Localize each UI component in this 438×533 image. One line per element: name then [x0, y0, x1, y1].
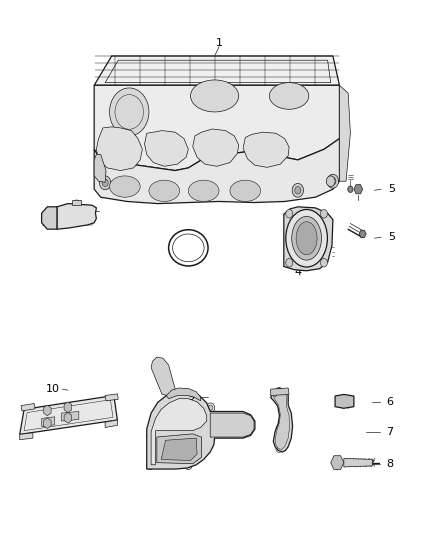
- Polygon shape: [42, 417, 55, 426]
- Text: 9: 9: [187, 392, 194, 402]
- Circle shape: [336, 398, 341, 405]
- Polygon shape: [147, 392, 255, 469]
- Circle shape: [184, 460, 192, 470]
- Text: 2: 2: [73, 206, 80, 215]
- Polygon shape: [243, 132, 289, 167]
- Polygon shape: [151, 357, 175, 395]
- Polygon shape: [339, 85, 350, 181]
- Circle shape: [321, 259, 328, 267]
- Polygon shape: [94, 155, 106, 182]
- Polygon shape: [193, 129, 239, 166]
- Circle shape: [146, 431, 154, 441]
- Circle shape: [330, 177, 336, 185]
- Circle shape: [74, 200, 79, 205]
- Ellipse shape: [191, 80, 239, 112]
- Circle shape: [99, 176, 111, 190]
- Circle shape: [321, 209, 328, 218]
- Circle shape: [146, 460, 154, 470]
- Ellipse shape: [110, 176, 140, 197]
- Polygon shape: [94, 85, 339, 171]
- Circle shape: [292, 183, 304, 197]
- Polygon shape: [145, 131, 188, 166]
- Circle shape: [244, 421, 249, 426]
- Polygon shape: [210, 413, 254, 437]
- Text: 3: 3: [185, 251, 192, 261]
- Circle shape: [348, 186, 353, 192]
- Ellipse shape: [149, 180, 180, 201]
- Circle shape: [148, 433, 152, 439]
- Ellipse shape: [110, 88, 149, 136]
- Circle shape: [327, 174, 339, 188]
- Polygon shape: [271, 388, 293, 452]
- Polygon shape: [344, 458, 372, 467]
- Ellipse shape: [188, 180, 219, 201]
- Circle shape: [295, 187, 301, 194]
- Polygon shape: [72, 200, 81, 205]
- Polygon shape: [42, 207, 57, 229]
- Polygon shape: [166, 388, 201, 401]
- Text: 8: 8: [386, 459, 393, 469]
- Circle shape: [286, 259, 293, 267]
- Text: 10: 10: [46, 384, 60, 394]
- Polygon shape: [21, 403, 35, 411]
- Ellipse shape: [169, 230, 208, 266]
- Circle shape: [286, 209, 293, 218]
- Circle shape: [186, 462, 191, 467]
- Polygon shape: [105, 394, 118, 401]
- Polygon shape: [335, 394, 354, 408]
- Polygon shape: [105, 420, 117, 427]
- Text: 4: 4: [294, 267, 301, 277]
- Text: 6: 6: [386, 398, 393, 407]
- Circle shape: [243, 419, 251, 429]
- Circle shape: [148, 462, 152, 467]
- Circle shape: [208, 405, 213, 410]
- Ellipse shape: [173, 234, 204, 262]
- Ellipse shape: [296, 222, 317, 255]
- Polygon shape: [57, 204, 96, 229]
- Polygon shape: [161, 438, 197, 461]
- Text: 5: 5: [389, 232, 396, 242]
- Polygon shape: [157, 434, 201, 464]
- Circle shape: [207, 403, 215, 413]
- Polygon shape: [20, 395, 117, 434]
- Ellipse shape: [269, 83, 309, 109]
- Polygon shape: [94, 139, 339, 204]
- Polygon shape: [94, 56, 339, 85]
- Polygon shape: [271, 388, 289, 395]
- Circle shape: [276, 445, 282, 453]
- Polygon shape: [284, 207, 333, 271]
- Text: 7: 7: [386, 427, 393, 437]
- Text: 1: 1: [215, 38, 223, 47]
- Circle shape: [326, 176, 335, 187]
- Polygon shape: [96, 127, 142, 171]
- Polygon shape: [20, 433, 33, 440]
- Circle shape: [276, 425, 282, 433]
- Circle shape: [276, 387, 282, 395]
- Polygon shape: [61, 411, 79, 421]
- Ellipse shape: [230, 180, 261, 201]
- Polygon shape: [151, 399, 207, 465]
- Ellipse shape: [292, 216, 321, 260]
- Ellipse shape: [286, 209, 327, 267]
- Circle shape: [102, 179, 108, 187]
- Polygon shape: [273, 391, 290, 449]
- Text: 5: 5: [389, 184, 396, 194]
